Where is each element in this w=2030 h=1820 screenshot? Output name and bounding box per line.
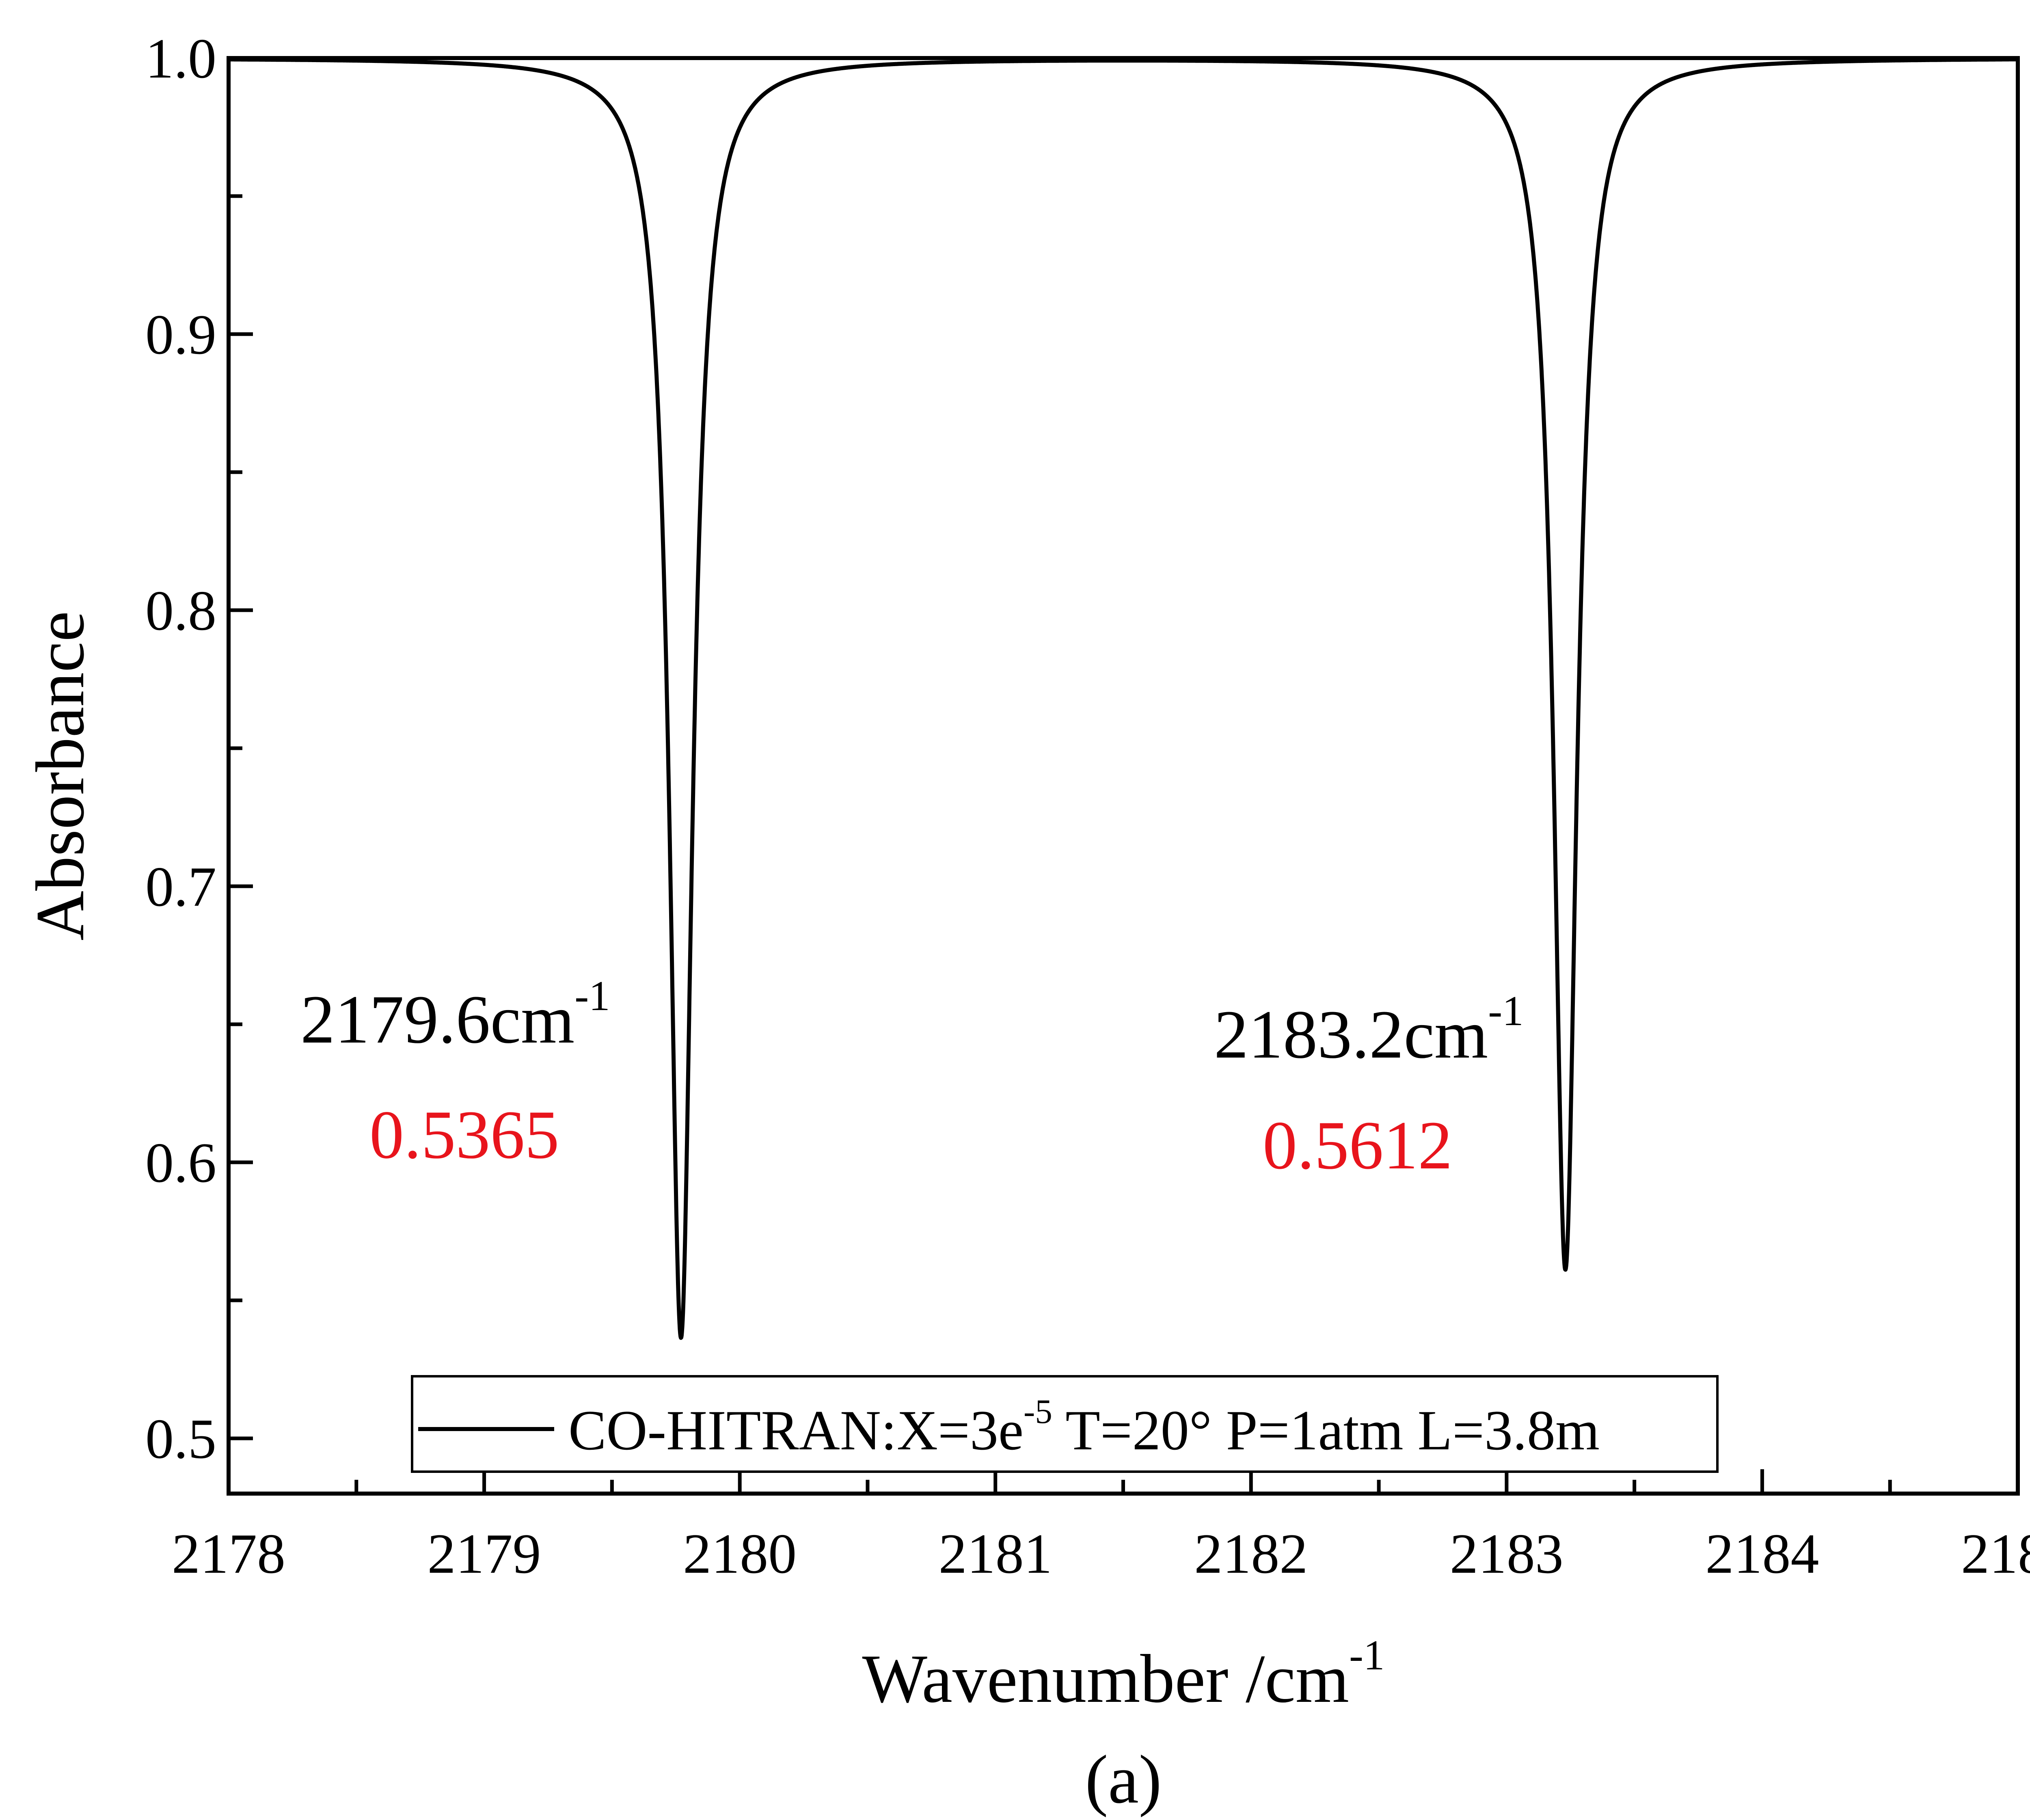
y-axis-tick-labels: 0.5 0.6 0.7 0.8 0.9 1.0 [145, 27, 216, 1470]
y-tick-label: 0.7 [145, 855, 216, 918]
y-axis-ticks [229, 56, 253, 1440]
x-tick-label: 2179 [428, 1522, 541, 1585]
legend-label: CO-HITRAN:X=3e-5 T=20° P=1atm L=3.8m [568, 1393, 1600, 1462]
x-tick-label: 2183 [1450, 1522, 1564, 1585]
x-tick-label: 2182 [1194, 1522, 1308, 1585]
x-tick-label: 2184 [1705, 1522, 1819, 1585]
y-tick-label: 1.0 [145, 27, 216, 90]
x-tick-label: 2178 [172, 1522, 285, 1585]
series-line-co-hitran [227, 57, 2020, 1340]
plot-frame [227, 56, 2020, 1496]
y-tick-label: 0.9 [145, 303, 216, 366]
figure-caption: (a) [1085, 1741, 1162, 1818]
y-axis-label: Absorbance [22, 611, 98, 941]
x-axis-ticks [227, 1469, 2020, 1494]
x-tick-label: 2185 [1961, 1522, 2030, 1585]
peak-value-1: 0.5365 [369, 1097, 559, 1173]
peak-label-1: 2179.6cm-1 [300, 972, 610, 1058]
peak-value-2: 0.5612 [1263, 1107, 1453, 1183]
x-tick-label: 2180 [683, 1522, 797, 1585]
legend: CO-HITRAN:X=3e-5 T=20° P=1atm L=3.8m [411, 1375, 1719, 1473]
x-tick-label: 2181 [939, 1522, 1052, 1585]
y-tick-label: 0.5 [145, 1408, 216, 1470]
x-axis-label: Wavenumber /cm-1 [862, 1631, 1385, 1717]
peak-label-2: 2183.2cm-1 [1214, 987, 1524, 1073]
legend-box [411, 1375, 1719, 1473]
y-tick-label: 0.6 [145, 1131, 216, 1194]
y-tick-label: 0.8 [145, 579, 216, 642]
x-axis-tick-labels: 2178 2179 2180 2181 2182 2183 2184 2185 [172, 1522, 2030, 1585]
